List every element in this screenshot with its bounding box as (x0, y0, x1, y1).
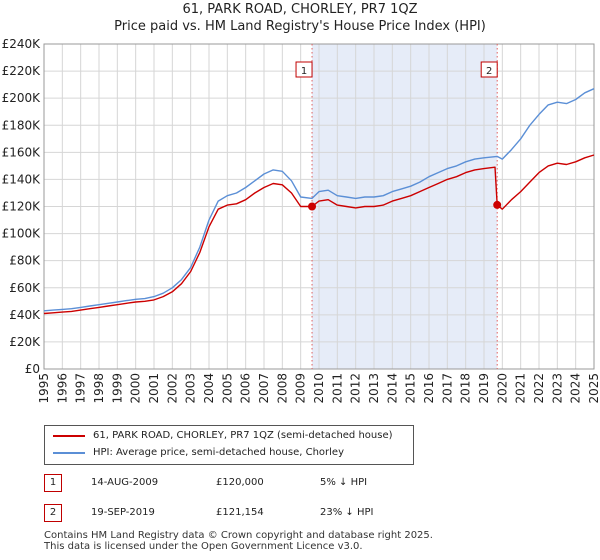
y-tick-label: £220K (2, 64, 42, 78)
x-tick-label: 1995 (37, 373, 51, 404)
hpi-line (43, 88, 595, 312)
legend-label-hpi: HPI: Average price, semi-detached house,… (93, 447, 345, 458)
chart-title: 61, PARK ROAD, CHORLEY, PR7 1QZ (182, 2, 418, 17)
y-tick-label: £80K (9, 254, 41, 268)
x-tick-label: 2006 (239, 373, 253, 404)
sale-hpi-diff: 23% ↓ HPI (320, 507, 374, 518)
x-tick-label: 2024 (569, 373, 583, 404)
sale-number-badge: 2 (44, 504, 62, 522)
sale-badge-label: 1 (301, 66, 307, 77)
sale-point (493, 200, 502, 209)
x-tick-label: 2019 (477, 373, 491, 404)
x-tick-label: 2021 (514, 373, 528, 404)
sale-date: 14-AUG-2009 (91, 477, 159, 488)
y-tick-label: £100K (2, 227, 42, 241)
x-tick-label: 2002 (165, 373, 179, 404)
footer: Contains HM Land Registry data © Crown c… (44, 530, 433, 552)
y-tick-label: £0 (25, 362, 40, 376)
sale-number-badge: 1 (44, 474, 62, 492)
y-tick-label: £140K (2, 172, 42, 186)
sale-badge-label: 2 (486, 66, 492, 77)
x-tick-label: 2001 (147, 373, 161, 404)
x-tick-label: 2016 (422, 373, 436, 404)
legend: 61, PARK ROAD, CHORLEY, PR7 1QZ (semi-de… (44, 425, 414, 465)
x-tick-label: 1999 (110, 373, 124, 404)
x-tick-label: 2004 (202, 373, 216, 404)
x-tick-label: 2010 (312, 373, 326, 404)
y-tick-label: £180K (2, 118, 42, 132)
chart-subtitle: Price paid vs. HM Land Registry's House … (114, 19, 486, 34)
x-tick-label: 1997 (74, 373, 88, 404)
legend-swatch-hpi (53, 452, 85, 454)
price-chart: £0 £20K £40K £60K £80K £100K £120K £140K £160K £1… (2, 37, 600, 404)
x-tick-label: 2014 (385, 373, 399, 404)
y-tick-label: £160K (2, 145, 42, 159)
sale-row: 2 19-SEP-2019 £121,154 23% ↓ HPI (44, 504, 564, 522)
x-tick-label: 2015 (404, 373, 418, 404)
y-tick-label: £240K (2, 37, 42, 51)
sale-price: £121,154 (216, 507, 264, 518)
x-tick-label: 2018 (459, 373, 473, 404)
property-price-line (43, 154, 595, 315)
x-tick-label: 2005 (220, 373, 234, 404)
x-tick-label: 2022 (532, 373, 546, 404)
x-tick-label: 2008 (275, 373, 289, 404)
x-tick-label: 1996 (55, 373, 69, 404)
x-tick-label: 2025 (587, 373, 600, 404)
sale-row: 1 14-AUG-2009 £120,000 5% ↓ HPI (44, 474, 564, 492)
x-tick-label: 2009 (294, 373, 308, 404)
footer-licence: This data is licensed under the Open Gov… (44, 541, 363, 552)
x-tick-label: 2007 (257, 373, 271, 404)
x-tick-label: 2017 (440, 373, 454, 404)
plot-frame (43, 43, 595, 370)
sale-point (308, 202, 317, 211)
sale-date: 19-SEP-2019 (91, 507, 155, 518)
y-tick-label: £20K (9, 335, 41, 349)
y-tick-label: £200K (2, 91, 42, 105)
x-tick-label: 2020 (495, 373, 509, 404)
x-tick-label: 2023 (550, 373, 564, 404)
x-tick-label: 2011 (330, 373, 344, 404)
sale-badge-box (480, 61, 498, 78)
y-tick-label: £120K (2, 200, 42, 214)
sale-price: £120,000 (216, 477, 264, 488)
legend-label-property: 61, PARK ROAD, CHORLEY, PR7 1QZ (semi-de… (93, 430, 393, 441)
x-tick-label: 2013 (367, 373, 381, 404)
x-tick-label: 1998 (92, 373, 106, 404)
x-tick-label: 2000 (129, 373, 143, 404)
x-tick-label: 2012 (349, 373, 363, 404)
legend-swatch-property (53, 435, 85, 437)
y-tick-label: £40K (9, 308, 41, 322)
x-tick-label: 2003 (184, 373, 198, 404)
y-tick-label: £60K (9, 281, 41, 295)
sale-badge-box (295, 61, 313, 78)
sale-hpi-diff: 5% ↓ HPI (320, 477, 368, 488)
footer-copyright: Contains HM Land Registry data © Crown c… (44, 530, 433, 541)
